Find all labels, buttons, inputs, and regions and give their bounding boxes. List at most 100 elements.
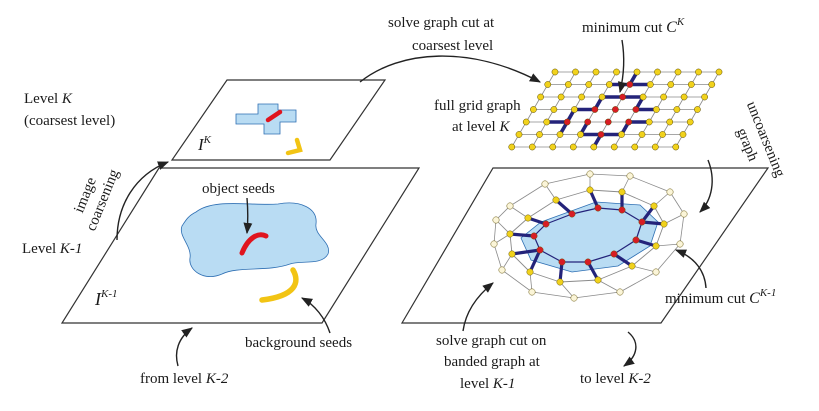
background-node <box>515 131 523 138</box>
background-node <box>666 118 674 126</box>
background-node <box>639 93 647 101</box>
solve-banded-arrow <box>462 282 494 332</box>
banded-edge <box>613 239 637 255</box>
background-node <box>586 186 594 194</box>
banded-edge <box>493 219 497 245</box>
banded-edge <box>529 271 561 283</box>
to-level-label: to level K-2 <box>580 371 651 387</box>
level-k-label: Level K <box>24 91 73 107</box>
object-node <box>594 204 602 212</box>
banded-edge <box>509 183 546 207</box>
banded-edge <box>527 199 557 219</box>
background-node <box>645 118 653 126</box>
background-node <box>526 268 534 276</box>
background-node <box>674 68 682 76</box>
object-node <box>612 106 619 113</box>
object-node <box>530 232 538 240</box>
level-k1-label: Level K-1 <box>22 241 82 257</box>
background-node <box>628 262 636 270</box>
background-node <box>551 68 559 76</box>
object-node <box>597 131 605 138</box>
banded-node <box>492 216 500 224</box>
cut-edge <box>635 238 657 248</box>
banded-node <box>498 266 506 274</box>
to-level-arrow <box>623 331 637 367</box>
banded-edge <box>545 213 573 225</box>
cut-edge <box>528 249 542 273</box>
solve-coarsest-arrow <box>359 55 541 83</box>
object-seeds-label: object seeds <box>202 181 275 197</box>
graph-uncoarsening-arrow <box>699 159 713 213</box>
image-coarsening-label: image coarsening <box>67 160 123 233</box>
background-node <box>556 131 564 138</box>
background-node <box>508 250 516 258</box>
object-node <box>542 220 550 228</box>
banded-node <box>626 172 634 180</box>
banded-edge <box>655 243 681 273</box>
background-seeds-arrow <box>301 297 331 334</box>
ik-label: IK <box>197 134 212 154</box>
banded-edge <box>653 191 671 207</box>
background-node <box>680 93 688 101</box>
object-node <box>618 206 626 214</box>
banded-node <box>541 180 549 188</box>
background-node <box>594 276 602 284</box>
background-node <box>585 81 593 88</box>
background-node <box>508 143 516 151</box>
banded-node <box>680 210 688 218</box>
cut-edge <box>554 198 574 216</box>
min-cut-k1-arrow <box>674 249 707 289</box>
banded-edge <box>597 207 623 211</box>
background-node <box>715 68 723 76</box>
banded-node <box>616 288 624 296</box>
fine-object-region <box>180 202 329 277</box>
background-node <box>528 143 536 151</box>
banded-edge <box>501 269 533 293</box>
coarse-background-seed <box>285 137 303 156</box>
solve-banded-label-3: level K-1 <box>460 376 515 392</box>
banded-edge <box>493 243 503 271</box>
background-node <box>557 93 565 101</box>
background-node <box>506 230 514 238</box>
banded-edge <box>509 217 529 235</box>
banded-edge <box>587 253 615 263</box>
object-node <box>626 81 634 88</box>
banded-edge <box>544 173 591 185</box>
background-node <box>694 106 701 113</box>
banded-edge <box>619 271 657 293</box>
solve-coarsest-label-1: solve graph cut at <box>388 15 495 31</box>
coarsest-level-label: (coarsest level) <box>24 113 115 129</box>
background-node <box>638 131 646 138</box>
object-node <box>568 210 576 218</box>
background-node <box>610 143 618 151</box>
object-node <box>604 118 612 126</box>
background-node <box>679 131 687 138</box>
background-node <box>605 81 613 88</box>
banded-node <box>586 170 594 178</box>
background-node <box>673 106 681 113</box>
banded-edge <box>511 253 531 273</box>
banded-node <box>666 188 674 196</box>
solve-coarsest-label-2: coarsest level <box>412 38 493 54</box>
background-node <box>695 68 702 76</box>
banded-edge <box>589 189 623 193</box>
banded-node <box>652 268 660 276</box>
solve-banded-label-2: banded graph at <box>444 354 541 370</box>
object-node <box>558 258 566 266</box>
banded-edge <box>531 291 575 299</box>
background-node <box>631 143 639 151</box>
min-cut-k-label: minimum cut CK <box>582 16 685 36</box>
object-node <box>584 258 592 266</box>
banded-edge <box>597 265 633 281</box>
background-node <box>537 93 544 101</box>
background-node <box>701 93 708 101</box>
object-node <box>563 118 571 126</box>
from-level-arrow <box>175 327 193 367</box>
background-node <box>569 143 577 151</box>
background-node <box>659 131 666 138</box>
background-node <box>686 118 694 126</box>
background-node <box>618 188 626 196</box>
background-node <box>549 143 557 151</box>
banded-edge <box>631 245 657 267</box>
